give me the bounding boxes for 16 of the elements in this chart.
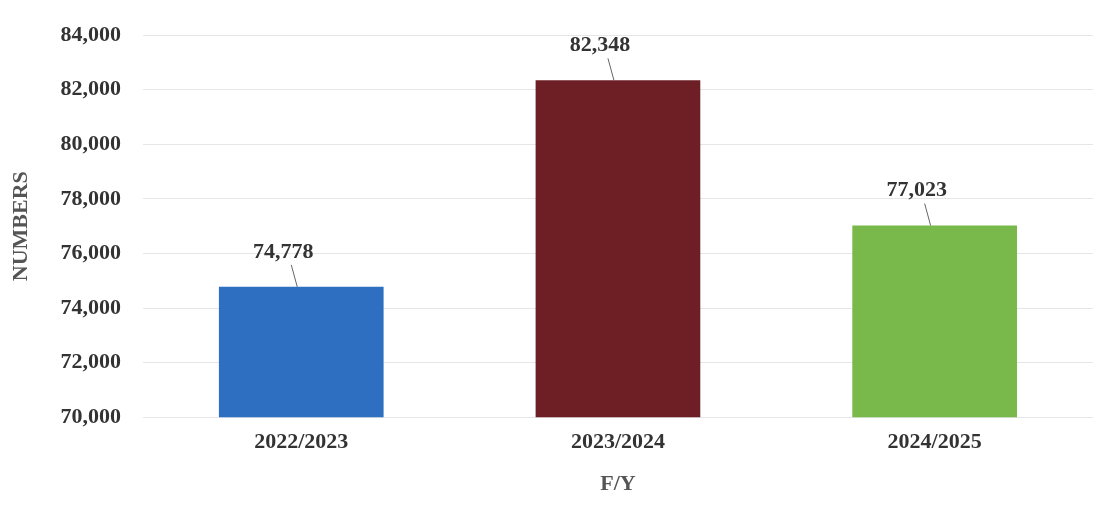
y-axis-title: NUMBERS [6, 171, 32, 282]
y-tick-label: 76,000 [60, 239, 121, 265]
x-tick-label: 2023/2024 [570, 428, 666, 454]
y-tick-label: 80,000 [60, 130, 121, 156]
x-tick-label: 2024/2025 [887, 428, 982, 454]
data-label: 74,778 [253, 237, 314, 263]
data-label: 82,348 [569, 30, 631, 56]
y-tick-label: 74,000 [60, 293, 121, 319]
x-tick-label: 2022/2023 [254, 428, 349, 454]
data-label: 77,023 [886, 176, 947, 202]
y-tick-label: 84,000 [60, 20, 121, 46]
x-axis-title: F/Y [600, 470, 636, 496]
y-tick-label: 78,000 [60, 184, 121, 210]
y-tick-label: 70,000 [60, 402, 121, 428]
y-tick-label: 82,000 [60, 75, 121, 101]
y-tick-label: 72,000 [60, 348, 121, 374]
